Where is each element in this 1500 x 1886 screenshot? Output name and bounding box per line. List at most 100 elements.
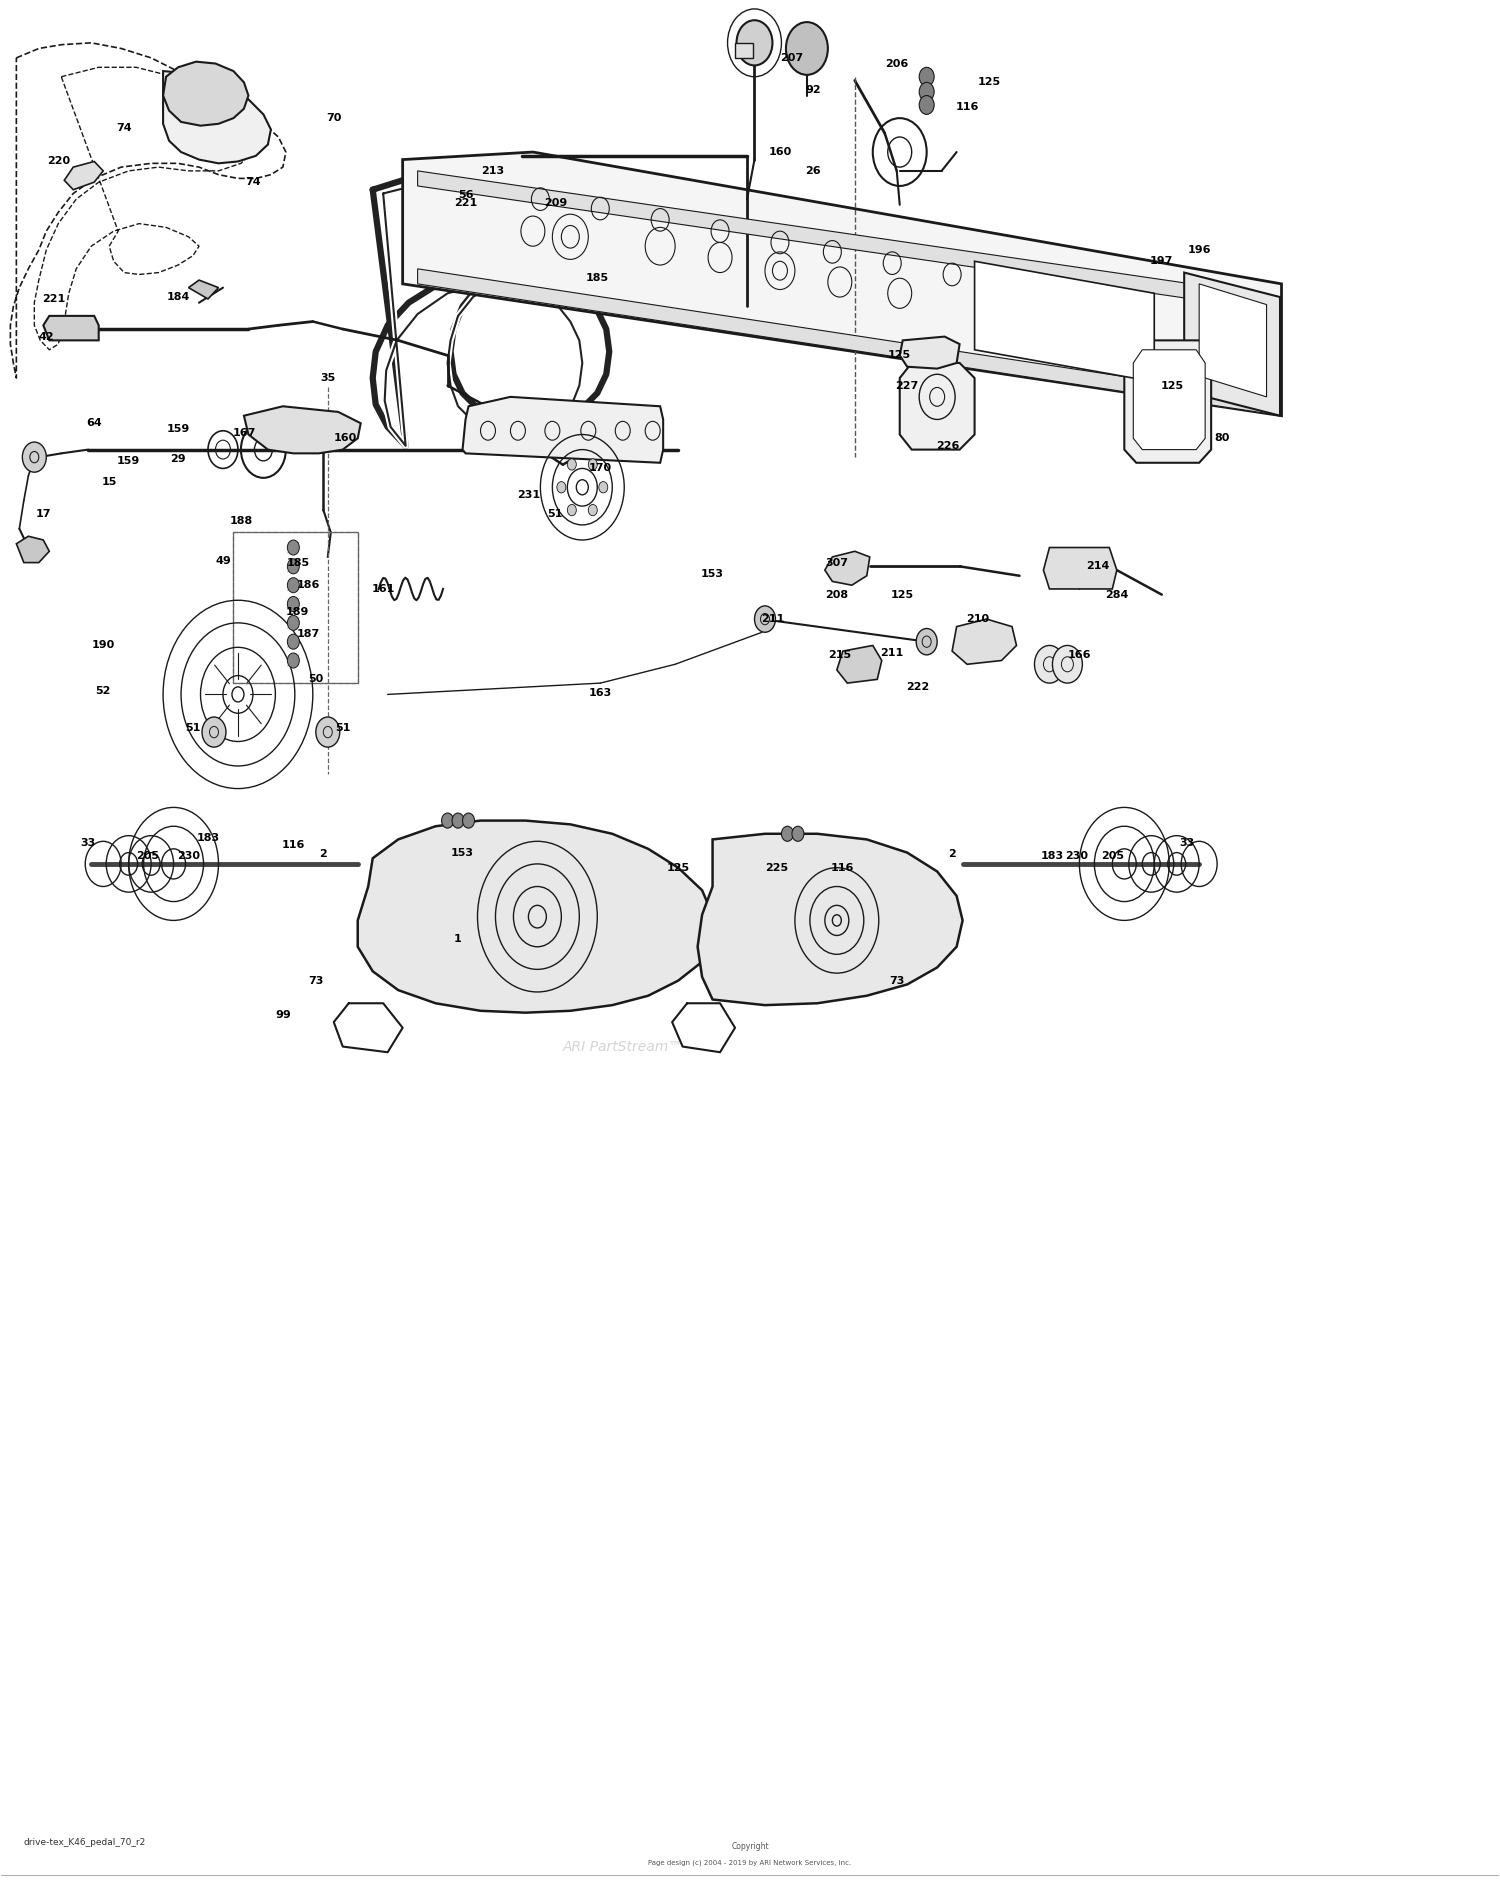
Polygon shape: [164, 62, 249, 126]
Polygon shape: [1125, 339, 1210, 462]
Polygon shape: [417, 270, 1281, 415]
Text: drive-tex_K46_pedal_70_r2: drive-tex_K46_pedal_70_r2: [24, 1839, 146, 1846]
Text: 159: 159: [166, 424, 189, 434]
Bar: [735, 43, 753, 58]
Text: 227: 227: [896, 381, 920, 390]
Polygon shape: [1044, 547, 1118, 588]
Text: Copyright: Copyright: [730, 1843, 770, 1850]
Text: 220: 220: [46, 157, 70, 166]
Text: 74: 74: [244, 177, 261, 187]
Circle shape: [1053, 645, 1083, 683]
Text: 35: 35: [320, 373, 336, 383]
Text: 187: 187: [297, 630, 320, 639]
Circle shape: [288, 653, 300, 668]
Text: 42: 42: [39, 332, 54, 341]
Text: 221: 221: [454, 198, 477, 207]
Text: 92: 92: [806, 85, 820, 94]
Text: 185: 185: [585, 273, 609, 283]
Text: 210: 210: [966, 615, 988, 624]
Text: 161: 161: [372, 585, 394, 594]
Text: ARI PartStream™: ARI PartStream™: [562, 1039, 682, 1054]
Circle shape: [288, 558, 300, 573]
Circle shape: [462, 813, 474, 828]
Polygon shape: [900, 336, 960, 368]
Polygon shape: [16, 536, 50, 562]
Circle shape: [316, 717, 340, 747]
Text: 208: 208: [825, 590, 849, 600]
Text: 125: 125: [1161, 381, 1184, 390]
Text: 230: 230: [1065, 851, 1088, 862]
Polygon shape: [417, 172, 1281, 311]
Circle shape: [288, 615, 300, 630]
Text: 170: 170: [588, 464, 612, 473]
Text: 166: 166: [1068, 651, 1090, 660]
Circle shape: [588, 504, 597, 515]
Text: 125: 125: [891, 590, 915, 600]
Circle shape: [567, 458, 576, 470]
Text: 56: 56: [458, 190, 474, 200]
Circle shape: [288, 634, 300, 649]
Polygon shape: [244, 405, 360, 453]
Text: 307: 307: [825, 558, 849, 568]
Text: 207: 207: [780, 53, 804, 62]
Text: 116: 116: [956, 102, 980, 111]
Text: 231: 231: [518, 490, 540, 500]
Text: 221: 221: [42, 294, 66, 304]
Text: 215: 215: [828, 651, 852, 660]
Text: 189: 189: [286, 607, 309, 617]
Text: 51: 51: [334, 724, 351, 734]
Polygon shape: [357, 820, 712, 1013]
Circle shape: [202, 717, 226, 747]
Circle shape: [1035, 645, 1065, 683]
Text: 188: 188: [230, 517, 252, 526]
Text: 49: 49: [214, 556, 231, 566]
Circle shape: [556, 481, 566, 492]
Text: 222: 222: [906, 683, 930, 692]
Text: 2: 2: [320, 849, 327, 860]
Polygon shape: [164, 72, 272, 164]
Text: 125: 125: [978, 77, 1000, 87]
Text: 2: 2: [948, 849, 956, 860]
Text: 163: 163: [588, 688, 612, 698]
Circle shape: [920, 68, 934, 87]
Text: 225: 225: [765, 862, 789, 873]
Text: 50: 50: [308, 675, 324, 685]
Text: 116: 116: [282, 839, 304, 851]
Circle shape: [598, 481, 608, 492]
Text: 226: 226: [936, 441, 960, 451]
Polygon shape: [900, 362, 975, 449]
Circle shape: [920, 96, 934, 115]
Text: 116: 116: [831, 862, 855, 873]
Polygon shape: [44, 315, 99, 339]
Text: 184: 184: [166, 292, 189, 302]
Text: 214: 214: [1086, 562, 1108, 571]
Text: 205: 205: [1101, 851, 1124, 862]
Text: 160: 160: [334, 434, 357, 443]
Text: 70: 70: [326, 113, 342, 123]
Polygon shape: [64, 162, 104, 190]
Text: 33: 33: [81, 837, 96, 849]
Polygon shape: [189, 281, 219, 300]
Circle shape: [786, 23, 828, 75]
Polygon shape: [1134, 349, 1204, 449]
Text: 284: 284: [1106, 590, 1128, 600]
Text: 51: 51: [186, 724, 201, 734]
Text: 33: 33: [1179, 837, 1196, 849]
Text: 205: 205: [136, 851, 159, 862]
Circle shape: [736, 21, 772, 66]
Polygon shape: [952, 619, 1017, 664]
Text: 197: 197: [1150, 256, 1173, 266]
Text: 99: 99: [274, 1009, 291, 1020]
Circle shape: [288, 577, 300, 592]
Polygon shape: [698, 834, 963, 1005]
Text: 213: 213: [482, 166, 504, 175]
Circle shape: [452, 813, 464, 828]
Text: 190: 190: [92, 641, 116, 651]
Text: 186: 186: [297, 581, 320, 590]
Text: 17: 17: [36, 509, 51, 519]
Circle shape: [201, 77, 216, 96]
Circle shape: [920, 83, 934, 102]
Circle shape: [288, 596, 300, 611]
Text: 230: 230: [177, 851, 200, 862]
Polygon shape: [1198, 285, 1266, 396]
